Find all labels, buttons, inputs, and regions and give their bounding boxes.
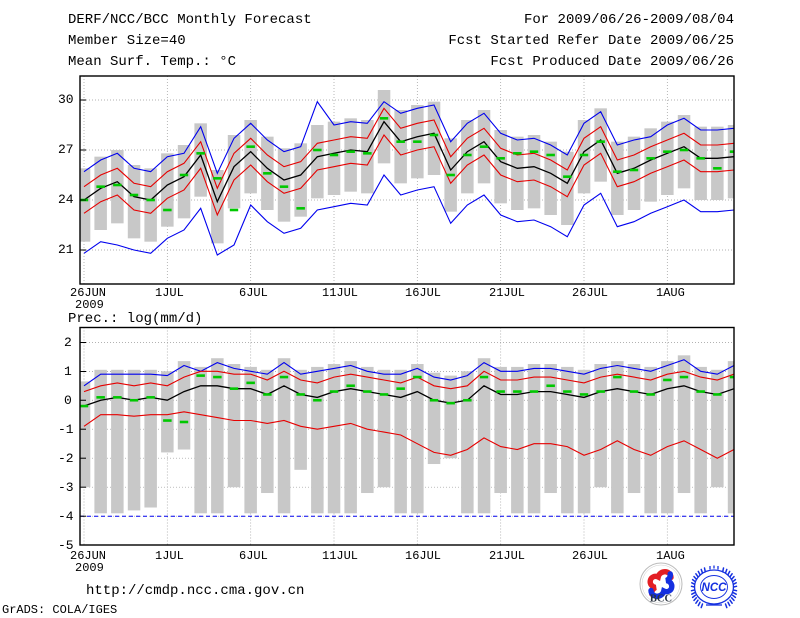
svg-text:BCC: BCC: [650, 594, 672, 605]
svg-text:NCC: NCC: [702, 582, 728, 594]
